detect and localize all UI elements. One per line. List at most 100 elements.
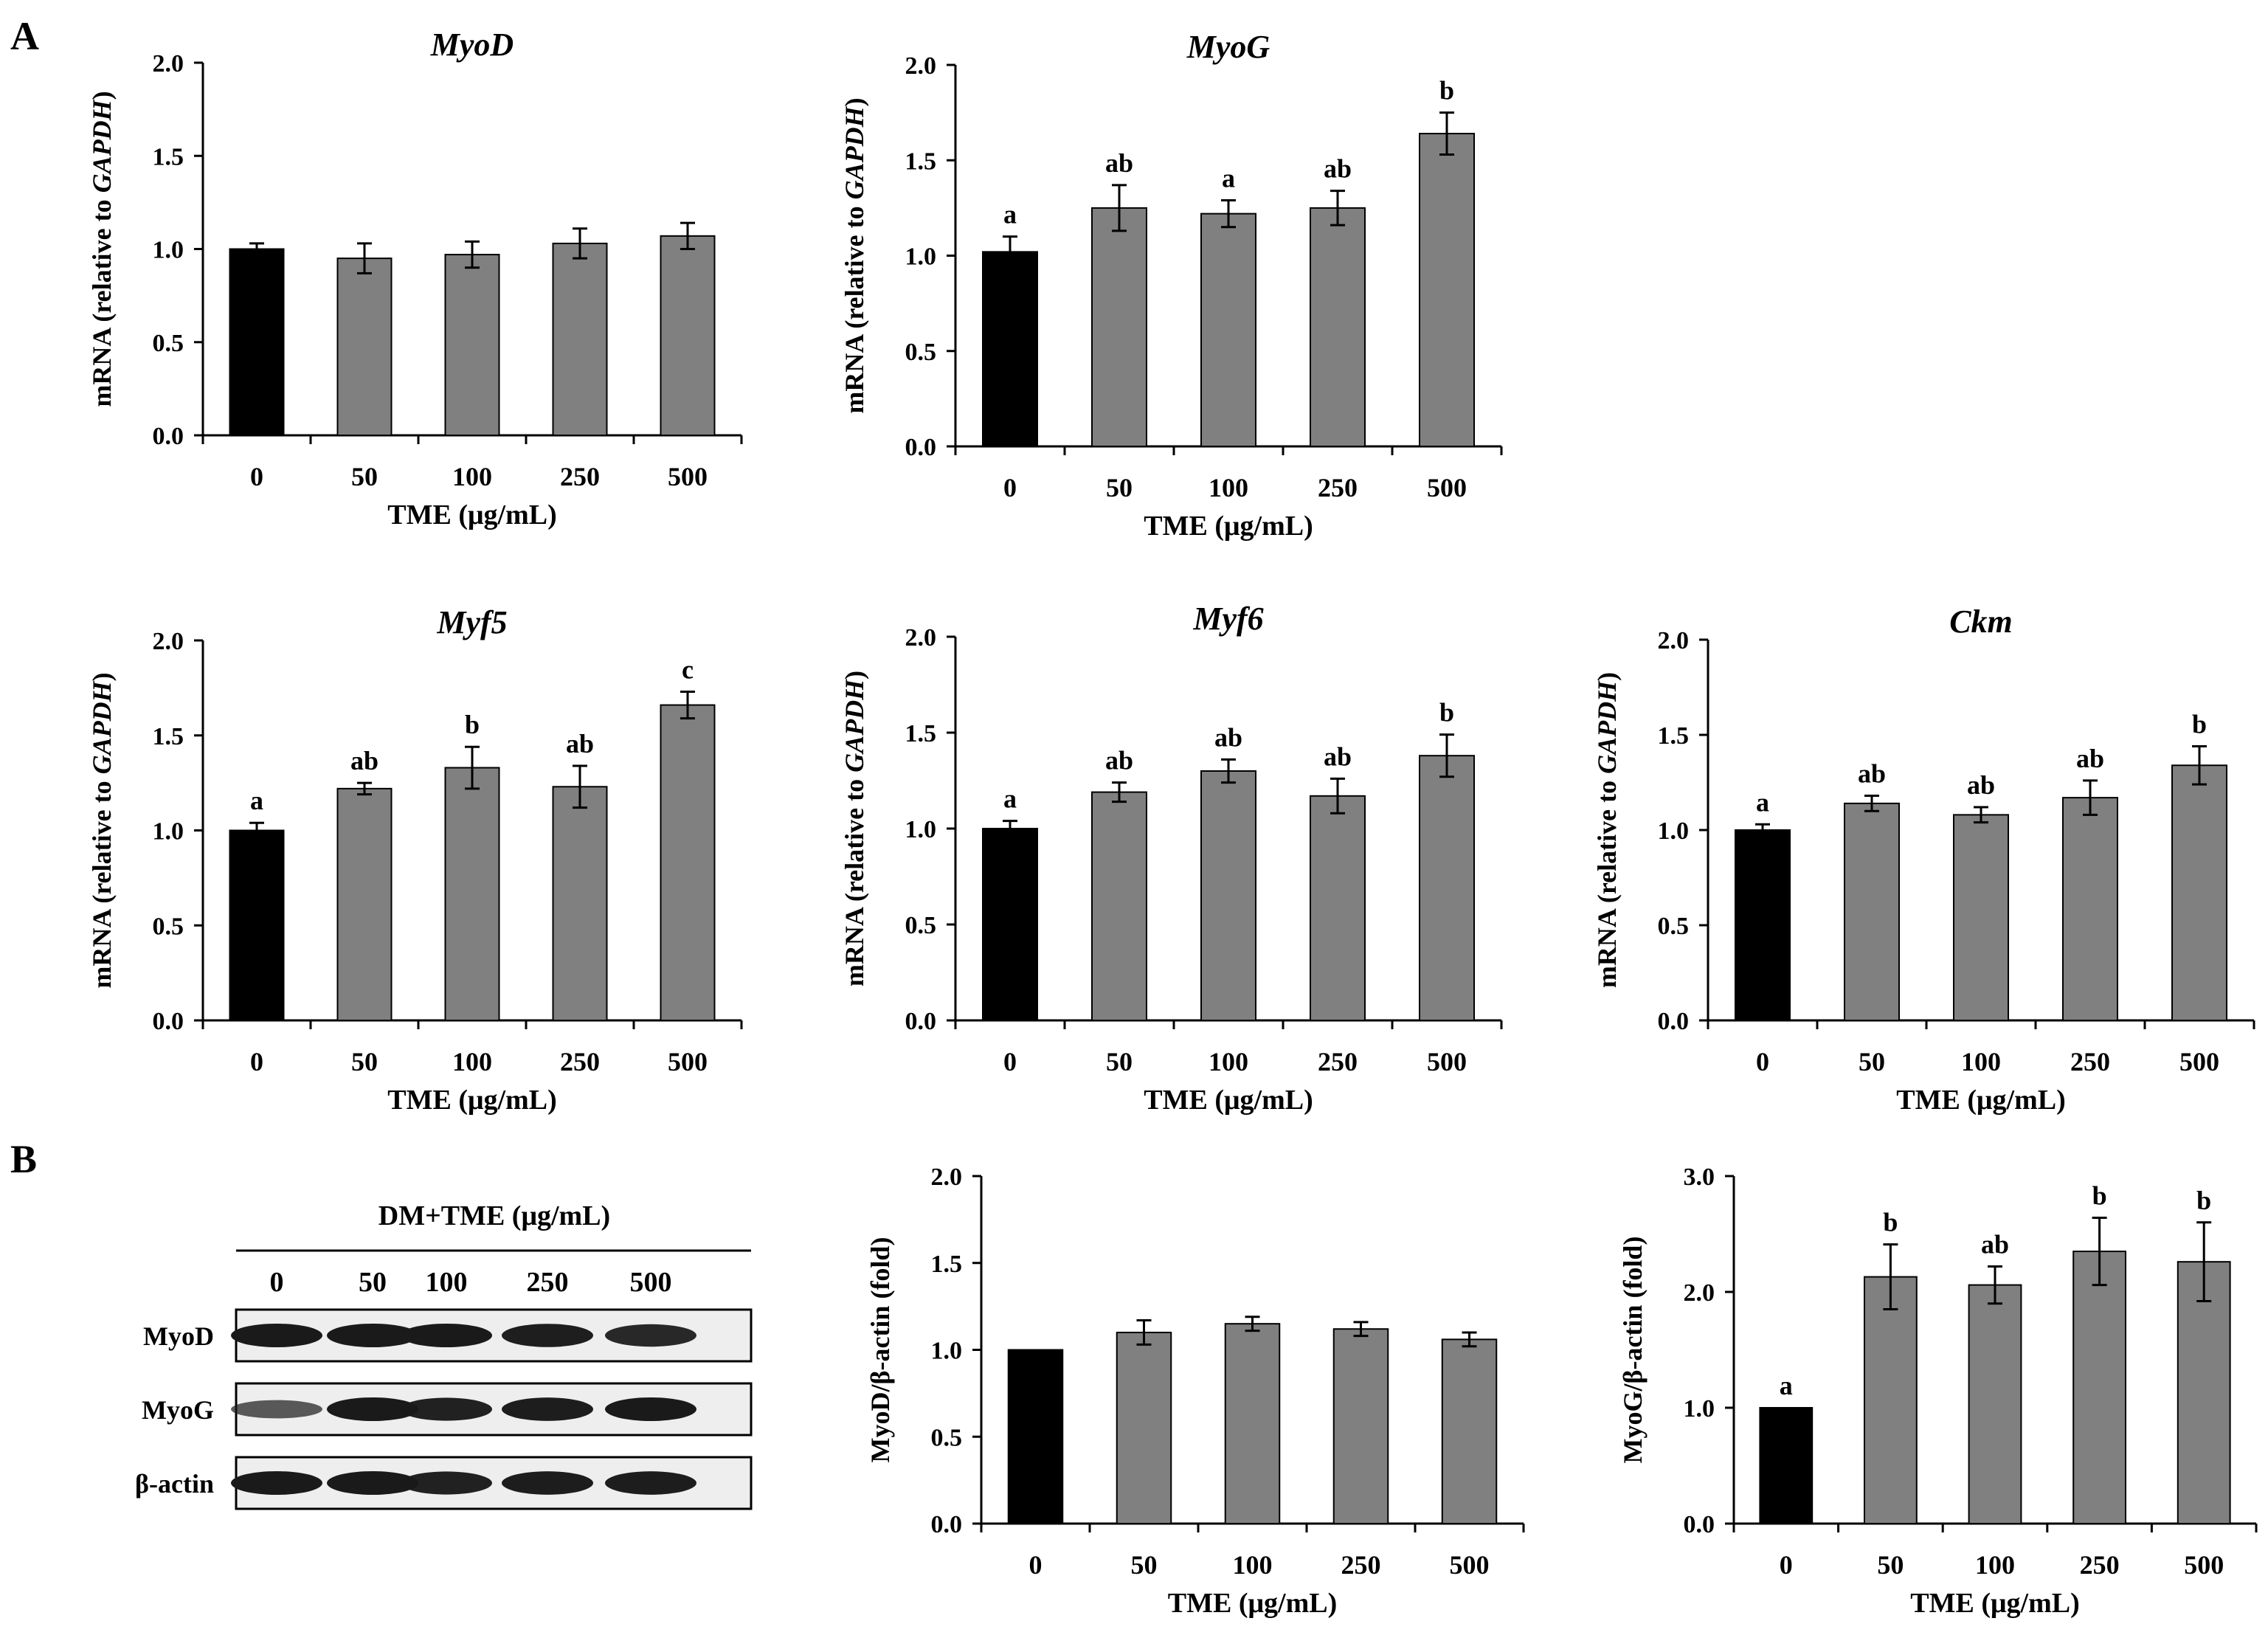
y-tick-label: 0.0 (905, 1008, 937, 1035)
y-axis-label: mRNA (relative to GAPDH) (87, 672, 117, 988)
x-tick-label: 0 (250, 462, 263, 491)
blot-lane-label: 0 (270, 1267, 284, 1298)
x-axis-label: TME (μg/mL) (387, 1085, 556, 1116)
blot-band (605, 1324, 696, 1347)
bar (2171, 764, 2227, 1022)
significance-label: ab (1214, 722, 1242, 752)
significance-label: b (1439, 76, 1454, 106)
bar (1419, 133, 1475, 447)
y-tick-label: 1.0 (905, 816, 937, 843)
y-tick-label: 2.0 (905, 52, 937, 80)
significance-label: ab (1105, 746, 1133, 775)
x-tick-label: 0 (250, 1047, 263, 1076)
significance-label: a (250, 786, 263, 815)
bar (1332, 1328, 1389, 1524)
y-tick-label: 0.5 (931, 1424, 963, 1451)
x-tick-label: 0 (1780, 1550, 1793, 1580)
x-tick-label: 50 (1131, 1550, 1158, 1580)
y-tick-label: 0.5 (153, 330, 184, 357)
x-tick-label: 500 (1427, 1047, 1467, 1076)
blot-band (502, 1324, 593, 1347)
y-tick-label: 1.0 (1658, 818, 1690, 845)
bar (1310, 795, 1366, 1022)
bar (336, 787, 393, 1021)
bar (982, 251, 1038, 447)
chart-myod: 0.0 0.5 1.0 1.5 2.0 0 50 100 250 500 TME (μg/mL) My… (87, 27, 743, 530)
x-tick-label: 0 (1003, 1047, 1017, 1076)
chart-myod-protein: 0.0 0.5 1.0 1.5 2.0 0 50 100 250 500 TME (μg/mL) My… (865, 1164, 1525, 1619)
y-axis-label: MyoG/β-actin (fold) (1618, 1237, 1648, 1464)
x-tick-label: 50 (351, 1047, 378, 1076)
x-axis-label: TME (μg/mL) (1144, 511, 1313, 542)
y-tick-label: 0.5 (905, 339, 937, 366)
chart-myf5: 0.0 0.5 1.0 1.5 2.0 a 0 ab 50 b 100 ab 250 c 500 TME (μ… (87, 604, 743, 1116)
blot-lane-label: 500 (630, 1267, 672, 1298)
significance-label: b (1883, 1208, 1898, 1237)
x-tick-label: 100 (1961, 1047, 2001, 1076)
bar (552, 786, 608, 1022)
y-tick-label: 2.0 (905, 624, 937, 651)
y-axis-label: MyoD/β-actin (fold) (865, 1237, 895, 1463)
x-tick-label: 500 (668, 1047, 708, 1076)
blot-lane-label: 50 (359, 1267, 387, 1298)
y-axis-label: mRNA (relative to GAPDH) (87, 91, 117, 407)
x-tick-label: 250 (1318, 1047, 1358, 1076)
blot-band (605, 1471, 696, 1495)
blot-lane-label: 100 (426, 1267, 468, 1298)
bar (229, 248, 285, 436)
blot-lane-label: 250 (527, 1267, 569, 1298)
y-tick-label: 2.0 (153, 628, 184, 655)
panel-label-a: A (10, 14, 39, 58)
y-tick-label: 2.0 (1684, 1279, 1715, 1307)
blot-band (231, 1324, 322, 1347)
blot-band (502, 1471, 593, 1495)
blot-band (231, 1400, 322, 1419)
blot-row-label: MyoD (143, 1321, 214, 1351)
bar (1864, 1276, 1918, 1524)
x-tick-label: 50 (1859, 1047, 1885, 1076)
bar (1419, 755, 1475, 1021)
bar (2072, 1251, 2126, 1525)
significance-label: ab (1324, 742, 1352, 771)
y-axis-label: mRNA (relative to GAPDH) (1592, 672, 1622, 988)
significance-label: a (1222, 164, 1235, 193)
y-tick-label: 1.5 (905, 148, 937, 175)
chart-title: MyoG (1186, 29, 1270, 65)
bar (1844, 802, 1900, 1021)
bar (1116, 1331, 1172, 1524)
blot-band (401, 1324, 492, 1347)
y-tick-label: 1.5 (153, 723, 184, 750)
significance-label: ab (1105, 148, 1133, 178)
y-tick-label: 0.5 (153, 913, 184, 940)
bar (444, 254, 500, 437)
bar (1953, 814, 2009, 1021)
x-tick-label: 250 (560, 1047, 600, 1076)
blot-band (401, 1397, 492, 1421)
chart-title: MyoD (430, 27, 514, 63)
chart-myf6: 0.0 0.5 1.0 1.5 2.0 a 0 ab 50 ab 100 ab 250 b 500 TME (… (840, 601, 1503, 1116)
x-tick-label: 100 (452, 462, 492, 491)
bar (444, 767, 500, 1022)
y-tick-label: 0.0 (931, 1511, 963, 1538)
x-tick-label: 50 (351, 462, 378, 491)
y-tick-label: 1.0 (905, 243, 937, 271)
chart-myog: 0.0 0.5 1.0 1.5 2.0 a 0 ab 50 a 100 ab 250 b 500 TME (μ… (840, 29, 1503, 542)
bar (229, 829, 285, 1021)
bar (1200, 212, 1256, 447)
significance-label: ab (1967, 770, 1995, 800)
x-axis-label: TME (μg/mL) (387, 500, 556, 530)
significance-label: b (465, 710, 480, 739)
western-blot: DM+TME (μg/mL) 0 50 100 250 500 MyoD MyoG β-acti… (135, 1200, 753, 1510)
x-tick-label: 250 (2080, 1550, 2120, 1580)
bar (1759, 1407, 1814, 1524)
blot-header: DM+TME (μg/mL) (378, 1200, 610, 1231)
x-tick-label: 500 (1427, 473, 1467, 502)
y-tick-label: 1.5 (153, 143, 184, 170)
x-tick-label: 0 (1029, 1550, 1043, 1580)
bar (2062, 797, 2118, 1021)
y-tick-label: 1.5 (1658, 722, 1690, 750)
y-tick-label: 0.5 (1658, 913, 1690, 940)
blot-band (327, 1397, 418, 1421)
y-axis-label: mRNA (relative to GAPDH) (840, 671, 869, 986)
bar (1200, 770, 1256, 1021)
